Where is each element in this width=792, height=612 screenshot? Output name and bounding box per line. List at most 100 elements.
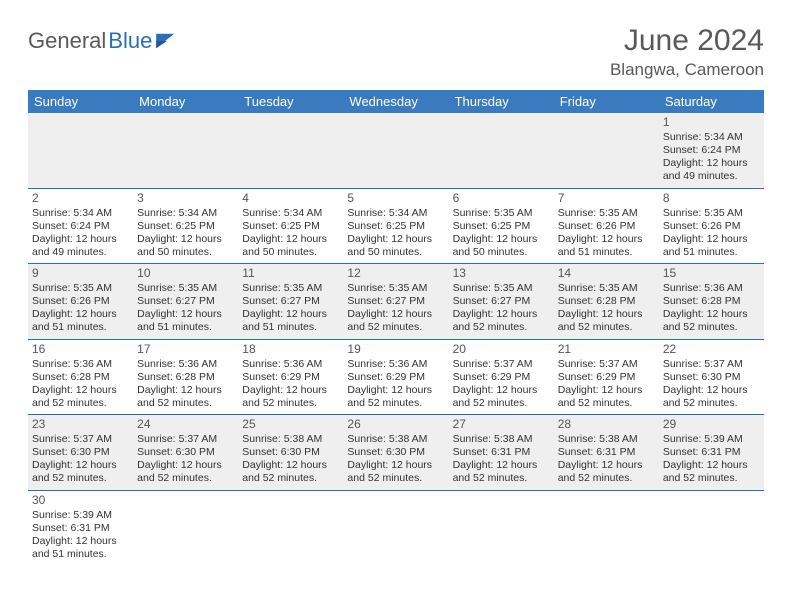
location-label: Blangwa, Cameroon [610, 60, 764, 80]
calendar-day-cell: 8Sunrise: 5:35 AMSunset: 6:26 PMDaylight… [659, 188, 764, 264]
calendar-day-cell: 15Sunrise: 5:36 AMSunset: 6:28 PMDayligh… [659, 264, 764, 340]
logo-text-blue: Blue [108, 28, 152, 54]
day-number: 12 [347, 266, 444, 281]
sunset-line: Sunset: 6:25 PM [242, 220, 339, 233]
sunset-line: Sunset: 6:26 PM [663, 220, 760, 233]
calendar-day-cell: 5Sunrise: 5:34 AMSunset: 6:25 PMDaylight… [343, 188, 448, 264]
sunset-line: Sunset: 6:29 PM [347, 371, 444, 384]
daylight-line-1: Daylight: 12 hours [347, 459, 444, 472]
day-number: 11 [242, 266, 339, 281]
daylight-line-1: Daylight: 12 hours [558, 459, 655, 472]
calendar-day-cell: 30Sunrise: 5:39 AMSunset: 6:31 PMDayligh… [28, 490, 133, 565]
daylight-line-2: and 50 minutes. [137, 246, 234, 259]
day-number: 20 [453, 342, 550, 357]
calendar-day-cell [238, 113, 343, 188]
daylight-line-1: Daylight: 12 hours [242, 233, 339, 246]
logo-text-general: General [28, 28, 106, 54]
daylight-line-1: Daylight: 12 hours [242, 308, 339, 321]
sunset-line: Sunset: 6:27 PM [453, 295, 550, 308]
day-number: 18 [242, 342, 339, 357]
calendar-day-cell [449, 490, 554, 565]
calendar-day-cell: 18Sunrise: 5:36 AMSunset: 6:29 PMDayligh… [238, 339, 343, 415]
daylight-line-1: Daylight: 12 hours [663, 233, 760, 246]
logo: General Blue [28, 28, 178, 54]
daylight-line-1: Daylight: 12 hours [137, 384, 234, 397]
day-number: 9 [32, 266, 129, 281]
calendar-day-cell: 6Sunrise: 5:35 AMSunset: 6:25 PMDaylight… [449, 188, 554, 264]
daylight-line-2: and 51 minutes. [137, 321, 234, 334]
sunset-line: Sunset: 6:30 PM [347, 446, 444, 459]
sunset-line: Sunset: 6:29 PM [453, 371, 550, 384]
sunset-line: Sunset: 6:30 PM [242, 446, 339, 459]
sunrise-line: Sunrise: 5:38 AM [242, 433, 339, 446]
daylight-line-1: Daylight: 12 hours [32, 535, 129, 548]
daylight-line-2: and 52 minutes. [453, 397, 550, 410]
calendar-page: General Blue June 2024 Blangwa, Cameroon… [0, 0, 792, 565]
daylight-line-1: Daylight: 12 hours [558, 384, 655, 397]
sunset-line: Sunset: 6:31 PM [453, 446, 550, 459]
sunrise-line: Sunrise: 5:37 AM [137, 433, 234, 446]
daylight-line-1: Daylight: 12 hours [663, 157, 760, 170]
sunset-line: Sunset: 6:30 PM [137, 446, 234, 459]
sunrise-line: Sunrise: 5:37 AM [663, 358, 760, 371]
daylight-line-1: Daylight: 12 hours [347, 384, 444, 397]
sunrise-line: Sunrise: 5:36 AM [663, 282, 760, 295]
calendar-day-cell [28, 113, 133, 188]
day-number: 22 [663, 342, 760, 357]
day-number: 2 [32, 191, 129, 206]
sunrise-line: Sunrise: 5:34 AM [347, 207, 444, 220]
sunset-line: Sunset: 6:27 PM [137, 295, 234, 308]
sunset-line: Sunset: 6:30 PM [32, 446, 129, 459]
sunrise-line: Sunrise: 5:35 AM [663, 207, 760, 220]
sunset-line: Sunset: 6:24 PM [32, 220, 129, 233]
sunrise-line: Sunrise: 5:39 AM [32, 509, 129, 522]
sunrise-line: Sunrise: 5:37 AM [32, 433, 129, 446]
calendar-week-row: 1Sunrise: 5:34 AMSunset: 6:24 PMDaylight… [28, 113, 764, 188]
title-block: June 2024 Blangwa, Cameroon [610, 24, 764, 80]
day-number: 28 [558, 417, 655, 432]
daylight-line-2: and 52 minutes. [453, 321, 550, 334]
day-number: 13 [453, 266, 550, 281]
sunset-line: Sunset: 6:27 PM [242, 295, 339, 308]
calendar-day-cell: 11Sunrise: 5:35 AMSunset: 6:27 PMDayligh… [238, 264, 343, 340]
calendar-day-cell: 16Sunrise: 5:36 AMSunset: 6:28 PMDayligh… [28, 339, 133, 415]
daylight-line-1: Daylight: 12 hours [32, 384, 129, 397]
calendar-day-cell: 10Sunrise: 5:35 AMSunset: 6:27 PMDayligh… [133, 264, 238, 340]
calendar-day-cell: 24Sunrise: 5:37 AMSunset: 6:30 PMDayligh… [133, 415, 238, 491]
daylight-line-2: and 49 minutes. [663, 170, 760, 183]
daylight-line-2: and 52 minutes. [558, 472, 655, 485]
sunrise-line: Sunrise: 5:36 AM [137, 358, 234, 371]
daylight-line-2: and 50 minutes. [242, 246, 339, 259]
calendar-day-cell: 22Sunrise: 5:37 AMSunset: 6:30 PMDayligh… [659, 339, 764, 415]
sunrise-line: Sunrise: 5:36 AM [242, 358, 339, 371]
page-title: June 2024 [610, 24, 764, 58]
daylight-line-2: and 51 minutes. [558, 246, 655, 259]
day-number: 6 [453, 191, 550, 206]
sunrise-line: Sunrise: 5:35 AM [453, 207, 550, 220]
sunrise-line: Sunrise: 5:38 AM [347, 433, 444, 446]
day-number: 1 [663, 115, 760, 130]
daylight-line-1: Daylight: 12 hours [663, 384, 760, 397]
daylight-line-1: Daylight: 12 hours [32, 233, 129, 246]
daylight-line-2: and 51 minutes. [663, 246, 760, 259]
sunrise-line: Sunrise: 5:39 AM [663, 433, 760, 446]
calendar-day-cell [133, 113, 238, 188]
calendar-day-cell: 21Sunrise: 5:37 AMSunset: 6:29 PMDayligh… [554, 339, 659, 415]
daylight-line-2: and 52 minutes. [32, 397, 129, 410]
sunrise-line: Sunrise: 5:37 AM [558, 358, 655, 371]
daylight-line-2: and 52 minutes. [453, 472, 550, 485]
calendar-day-cell: 28Sunrise: 5:38 AMSunset: 6:31 PMDayligh… [554, 415, 659, 491]
weekday-header: Friday [554, 90, 659, 113]
daylight-line-1: Daylight: 12 hours [242, 459, 339, 472]
sunset-line: Sunset: 6:29 PM [558, 371, 655, 384]
weekday-header: Monday [133, 90, 238, 113]
day-number: 27 [453, 417, 550, 432]
calendar-day-cell: 25Sunrise: 5:38 AMSunset: 6:30 PMDayligh… [238, 415, 343, 491]
daylight-line-2: and 52 minutes. [558, 397, 655, 410]
daylight-line-2: and 52 minutes. [347, 472, 444, 485]
sunset-line: Sunset: 6:31 PM [32, 522, 129, 535]
day-number: 24 [137, 417, 234, 432]
sunrise-line: Sunrise: 5:34 AM [242, 207, 339, 220]
day-number: 10 [137, 266, 234, 281]
daylight-line-2: and 50 minutes. [453, 246, 550, 259]
